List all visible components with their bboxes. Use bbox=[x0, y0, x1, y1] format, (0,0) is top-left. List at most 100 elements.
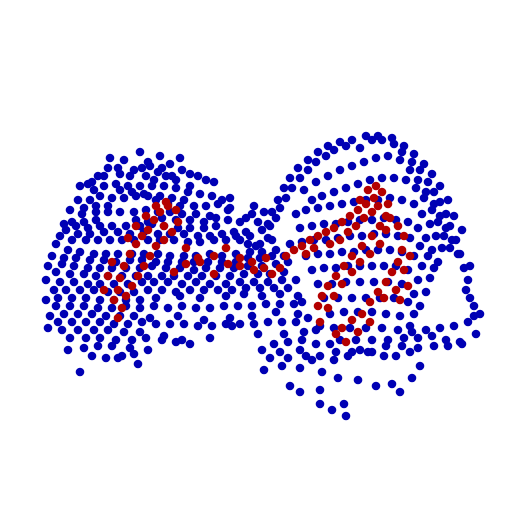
data-point bbox=[135, 147, 145, 157]
data-point bbox=[335, 137, 345, 147]
data-point bbox=[341, 183, 351, 193]
data-point bbox=[311, 339, 321, 349]
data-point bbox=[199, 217, 209, 227]
data-point bbox=[393, 325, 403, 335]
data-point bbox=[337, 279, 347, 289]
data-point bbox=[399, 231, 409, 241]
data-point bbox=[275, 299, 285, 309]
data-point bbox=[267, 207, 277, 217]
data-point bbox=[381, 309, 391, 319]
data-point bbox=[85, 255, 95, 265]
data-point bbox=[253, 329, 263, 339]
data-point bbox=[163, 277, 173, 287]
data-point bbox=[87, 177, 97, 187]
data-point bbox=[331, 271, 341, 281]
data-point bbox=[355, 143, 365, 153]
data-point bbox=[65, 205, 75, 215]
data-point bbox=[469, 301, 479, 311]
data-point bbox=[425, 219, 435, 229]
data-point bbox=[465, 261, 475, 271]
data-point bbox=[327, 405, 337, 415]
data-point bbox=[81, 333, 91, 343]
data-point bbox=[131, 215, 141, 225]
data-point bbox=[79, 343, 89, 353]
data-point bbox=[185, 215, 195, 225]
data-point bbox=[271, 307, 281, 317]
data-point bbox=[329, 223, 339, 233]
data-point bbox=[295, 363, 305, 373]
data-point bbox=[119, 155, 129, 165]
data-point bbox=[221, 319, 231, 329]
data-point bbox=[135, 181, 145, 191]
data-point bbox=[209, 269, 219, 279]
data-point bbox=[407, 373, 417, 383]
data-point bbox=[427, 169, 437, 179]
data-point bbox=[125, 249, 135, 259]
data-point bbox=[177, 165, 187, 175]
data-point bbox=[153, 249, 163, 259]
data-point bbox=[335, 165, 345, 175]
data-point bbox=[95, 333, 105, 343]
data-point bbox=[319, 263, 329, 273]
data-point bbox=[283, 353, 293, 363]
data-point bbox=[283, 283, 293, 293]
data-point bbox=[107, 257, 117, 267]
data-point bbox=[343, 227, 353, 237]
data-point bbox=[149, 215, 159, 225]
data-point bbox=[409, 199, 419, 209]
data-point bbox=[101, 353, 111, 363]
data-point bbox=[249, 277, 259, 287]
data-point bbox=[387, 133, 397, 143]
data-point bbox=[357, 231, 367, 241]
data-point bbox=[269, 339, 279, 349]
data-point bbox=[101, 311, 111, 321]
data-point bbox=[449, 211, 459, 221]
data-point bbox=[329, 355, 339, 365]
data-point bbox=[361, 131, 371, 141]
data-point bbox=[369, 193, 379, 203]
data-point bbox=[93, 303, 103, 313]
data-point bbox=[95, 191, 105, 201]
data-point bbox=[303, 313, 313, 323]
data-point bbox=[103, 207, 113, 217]
data-point bbox=[249, 265, 259, 275]
data-point bbox=[91, 207, 101, 217]
data-point bbox=[195, 293, 205, 303]
data-point bbox=[141, 205, 151, 215]
data-point bbox=[161, 171, 171, 181]
data-point bbox=[329, 187, 339, 197]
data-point bbox=[191, 277, 201, 287]
data-point bbox=[89, 185, 99, 195]
data-point bbox=[81, 317, 91, 327]
series-red bbox=[99, 181, 415, 347]
data-point bbox=[381, 341, 391, 351]
data-point bbox=[107, 193, 117, 203]
data-point bbox=[217, 229, 227, 239]
data-point bbox=[181, 243, 191, 253]
data-point bbox=[301, 249, 311, 259]
data-point bbox=[139, 261, 149, 271]
data-point bbox=[435, 181, 445, 191]
data-point bbox=[109, 295, 119, 305]
data-point bbox=[141, 333, 151, 343]
data-point bbox=[365, 175, 375, 185]
data-point bbox=[205, 231, 215, 241]
data-point bbox=[267, 235, 277, 245]
data-point bbox=[65, 301, 75, 311]
data-point bbox=[269, 283, 279, 293]
data-point bbox=[393, 257, 403, 267]
data-point bbox=[353, 179, 363, 189]
data-point bbox=[399, 265, 409, 275]
data-point bbox=[151, 319, 161, 329]
data-point bbox=[417, 209, 427, 219]
data-point bbox=[405, 347, 415, 357]
data-point bbox=[91, 201, 101, 211]
data-point bbox=[351, 335, 361, 345]
data-point bbox=[441, 223, 451, 233]
data-point bbox=[161, 197, 171, 207]
data-point bbox=[99, 227, 109, 237]
data-point bbox=[323, 303, 333, 313]
data-point bbox=[235, 253, 245, 263]
data-point bbox=[119, 327, 129, 337]
data-point bbox=[285, 381, 295, 391]
